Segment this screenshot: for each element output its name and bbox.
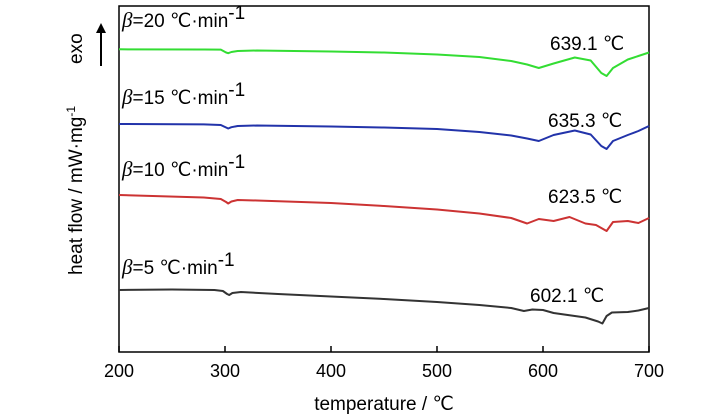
- series-name-label: β=10 ℃·min-1: [121, 152, 245, 181]
- x-axis-ticks: 200 300 400 500 600 700: [104, 346, 664, 381]
- x-tick-label: 200: [104, 361, 134, 381]
- x-tick-label: 600: [528, 361, 558, 381]
- peak-temperature-label: 623.5 ℃: [548, 187, 622, 208]
- series-line-1: [118, 123, 650, 150]
- y-axis-title: heat flow / mW·mg-1: [64, 106, 87, 275]
- x-tick-label: 300: [210, 361, 240, 381]
- series-name-label: β=20 ℃·min-1: [121, 3, 245, 32]
- x-tick-label: 400: [316, 361, 346, 381]
- series-line-2: [118, 194, 650, 232]
- peak-temperature-label: 602.1 ℃: [530, 286, 604, 307]
- x-axis-title: temperature / ℃: [314, 394, 454, 415]
- exo-arrow-icon: [96, 23, 106, 66]
- x-tick-label: 700: [634, 361, 664, 381]
- series-name-label: β=5 ℃·min-1: [121, 250, 235, 279]
- series-labels: β=20 ℃·min-1 639.1 ℃ β=15 ℃·min-1 635.3 ℃ β=…: [121, 3, 624, 307]
- peak-temperature-label: 639.1 ℃: [550, 34, 624, 55]
- x-tick-label: 500: [422, 361, 452, 381]
- series-layer: [118, 48, 650, 325]
- series-name-label: β=15 ℃·min-1: [121, 80, 245, 109]
- plot-frame: [118, 5, 650, 353]
- exo-label: exo: [66, 33, 87, 64]
- peak-temperature-label: 635.3 ℃: [548, 111, 622, 132]
- series-line-3: [118, 288, 650, 325]
- series-line-0: [118, 48, 650, 77]
